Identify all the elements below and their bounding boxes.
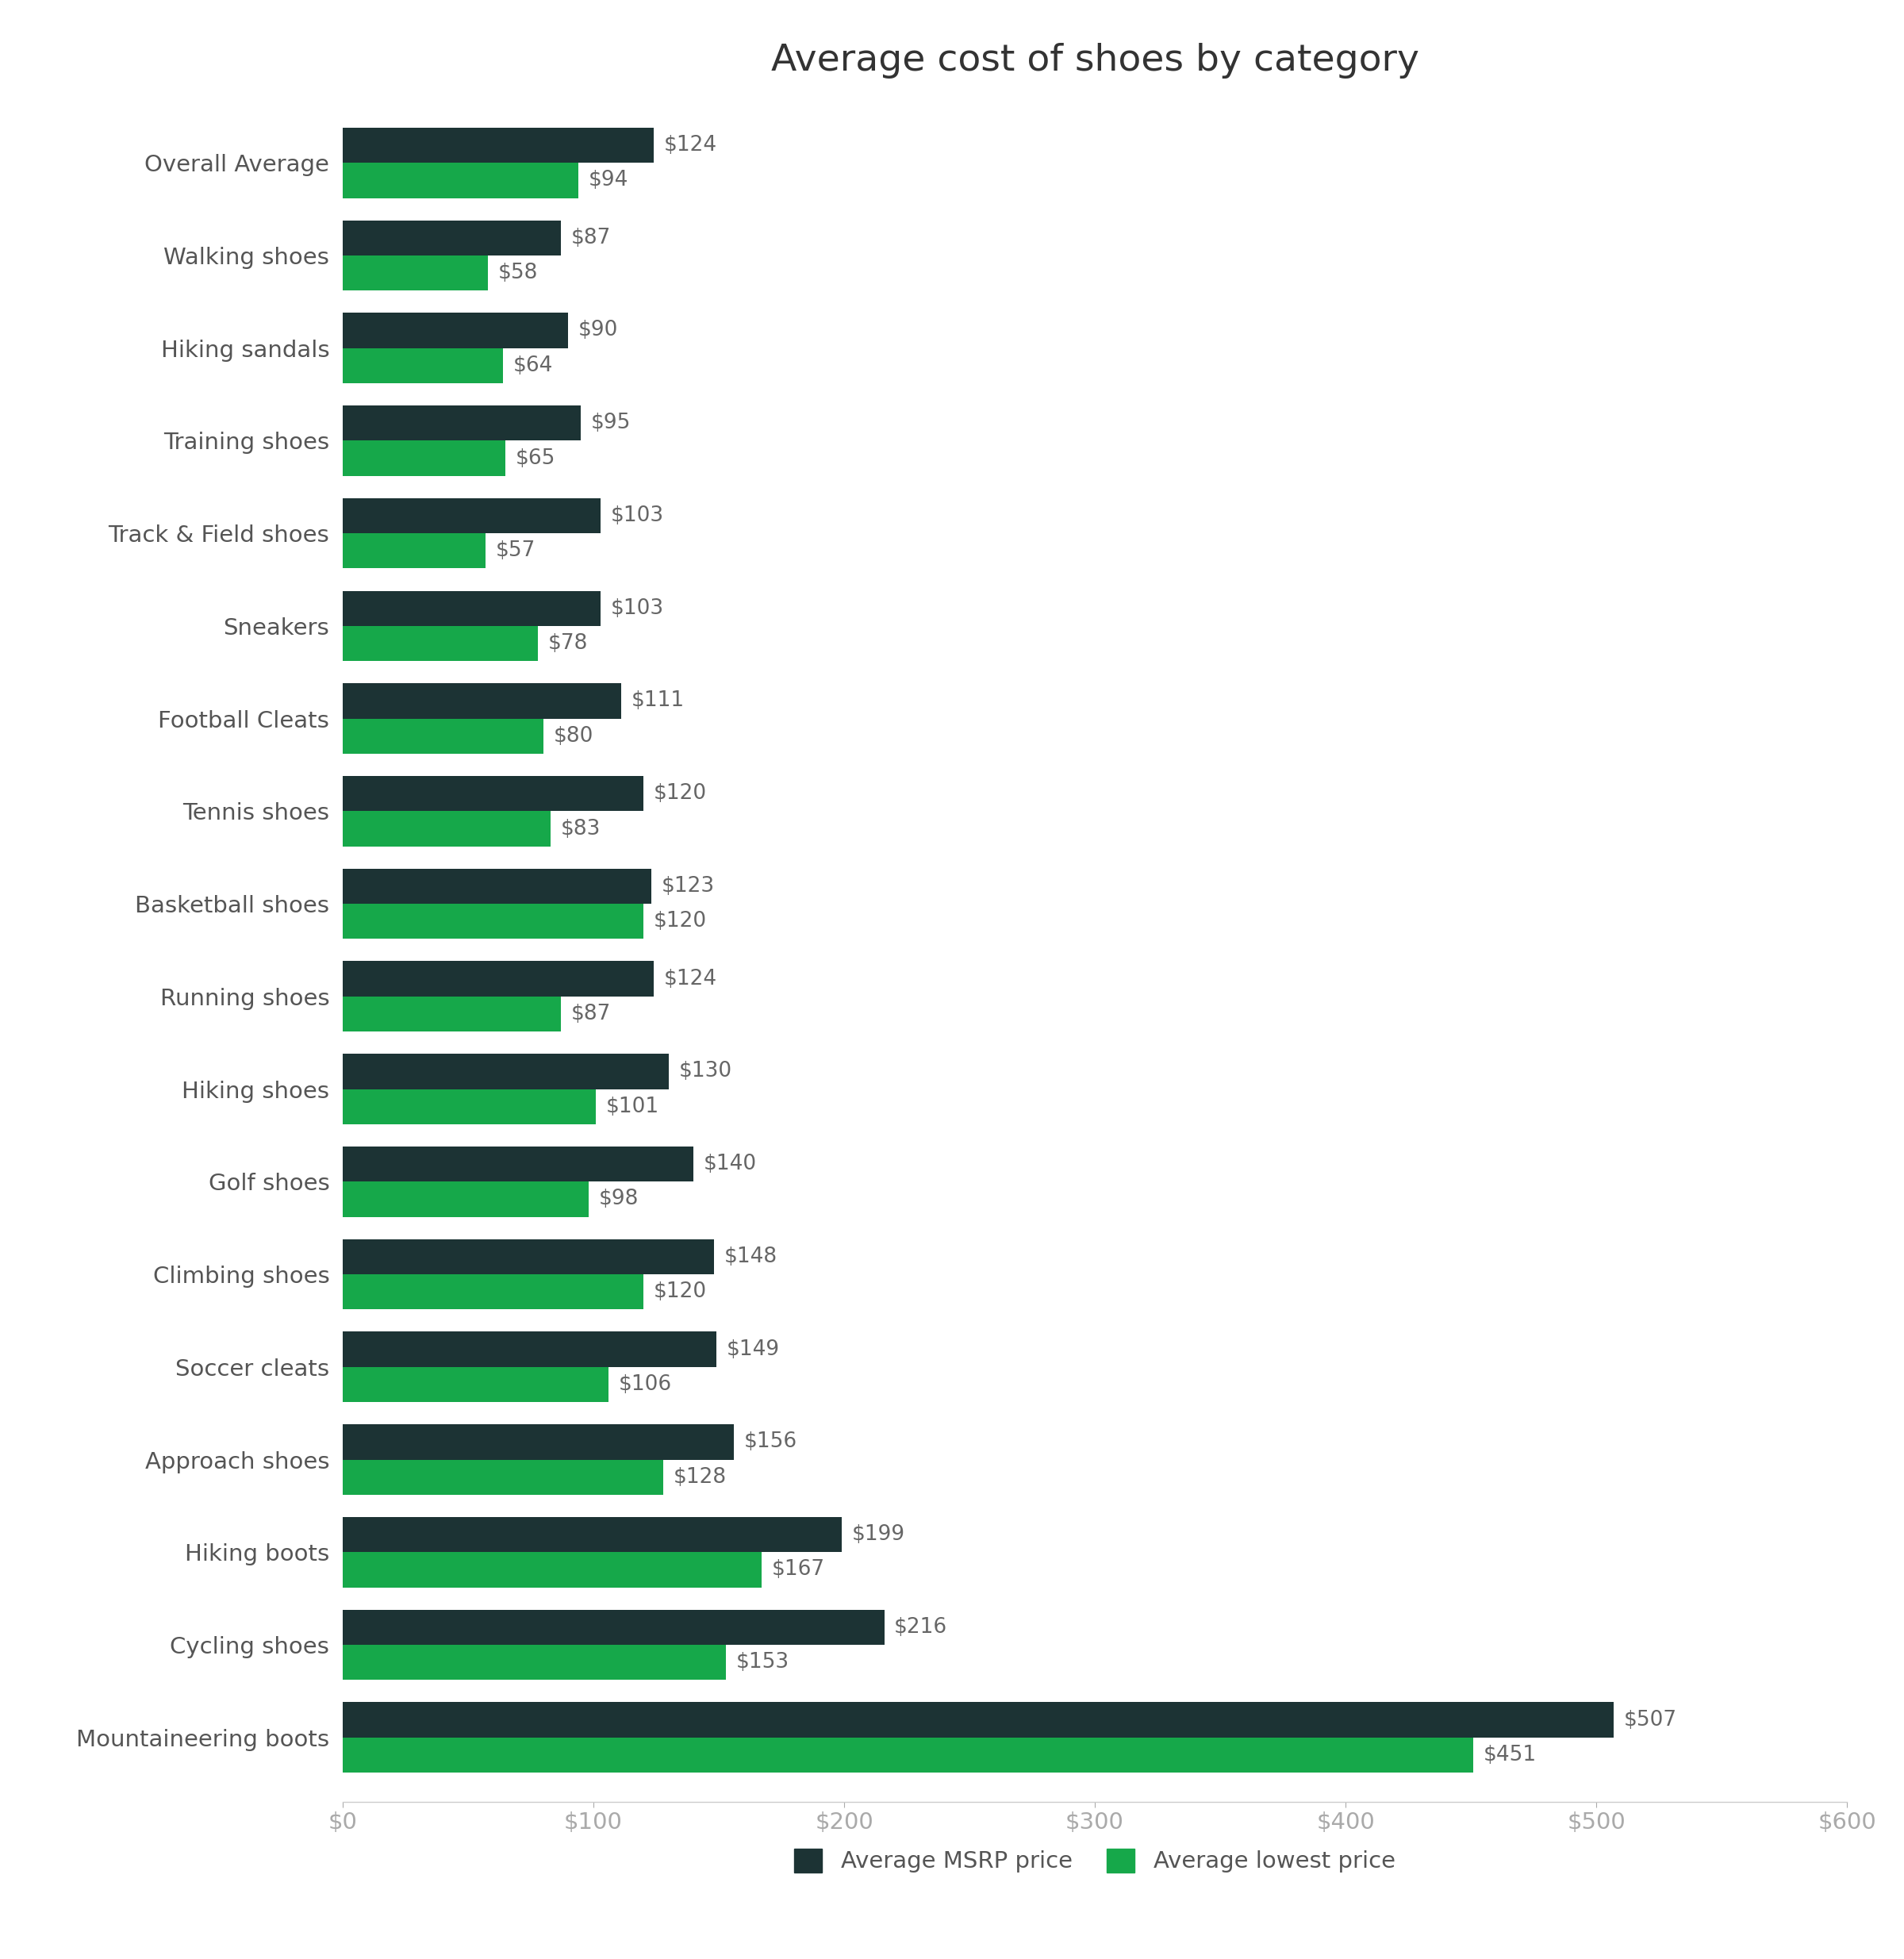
Bar [343,903,644,938]
Text: $120: $120 [653,784,706,803]
Bar [343,1146,693,1181]
Text: $156: $156 [744,1432,798,1452]
Text: $120: $120 [653,1281,706,1303]
Text: $87: $87 [571,227,611,249]
Text: $94: $94 [588,170,628,190]
Text: $90: $90 [579,319,619,341]
Text: $124: $124 [664,968,718,989]
Bar [343,127,653,163]
Text: $87: $87 [571,1003,611,1025]
Text: $106: $106 [619,1373,672,1395]
Bar [343,627,539,660]
Text: $83: $83 [562,819,602,838]
Text: $148: $148 [724,1246,777,1267]
Bar [343,719,543,754]
Bar [343,962,653,997]
Bar [343,498,602,533]
Bar [343,163,579,198]
Bar [343,868,651,903]
Text: $507: $507 [1624,1710,1677,1730]
Text: $120: $120 [653,911,706,932]
Text: $80: $80 [554,727,594,746]
Text: $65: $65 [516,449,556,468]
Bar [343,1646,725,1681]
Bar [343,1459,664,1495]
Text: $103: $103 [611,597,664,619]
Text: $111: $111 [630,692,684,711]
Bar [343,1181,588,1217]
Bar [343,811,550,846]
Text: $101: $101 [605,1097,659,1117]
Bar [343,406,581,441]
Text: $216: $216 [895,1616,948,1638]
Bar [343,1367,609,1403]
Bar [343,349,503,384]
Text: $124: $124 [664,135,718,155]
Text: $98: $98 [598,1189,638,1209]
Text: $128: $128 [674,1467,727,1487]
Title: Average cost of shoes by category: Average cost of shoes by category [771,43,1418,78]
Bar [343,1054,668,1089]
Text: $58: $58 [499,263,539,284]
Legend: Average MSRP price, Average lowest price: Average MSRP price, Average lowest price [783,1838,1407,1885]
Bar [343,1552,762,1587]
Bar [343,1089,596,1124]
Text: $153: $153 [737,1651,790,1673]
Text: $149: $149 [725,1340,779,1360]
Text: $130: $130 [678,1062,731,1081]
Bar [343,1332,716,1367]
Bar [343,684,621,719]
Bar [343,441,506,476]
Bar [343,1702,1615,1738]
Text: $95: $95 [590,413,630,433]
Bar [343,1738,1474,1773]
Bar [343,1610,883,1646]
Text: $64: $64 [514,355,554,376]
Bar [343,1273,644,1309]
Text: $78: $78 [548,633,588,654]
Bar [343,1240,714,1273]
Text: $103: $103 [611,505,664,527]
Text: $199: $199 [851,1524,904,1546]
Text: $140: $140 [704,1154,758,1173]
Bar [343,219,562,255]
Bar [343,592,602,627]
Bar [343,313,569,349]
Bar [343,1424,733,1459]
Bar [343,776,644,811]
Text: $167: $167 [771,1559,824,1581]
Bar [343,533,486,568]
Bar [343,1516,842,1552]
Bar [343,997,562,1032]
Text: $123: $123 [661,876,714,897]
Bar [343,255,487,290]
Text: $57: $57 [495,541,535,560]
Text: $451: $451 [1483,1745,1537,1765]
